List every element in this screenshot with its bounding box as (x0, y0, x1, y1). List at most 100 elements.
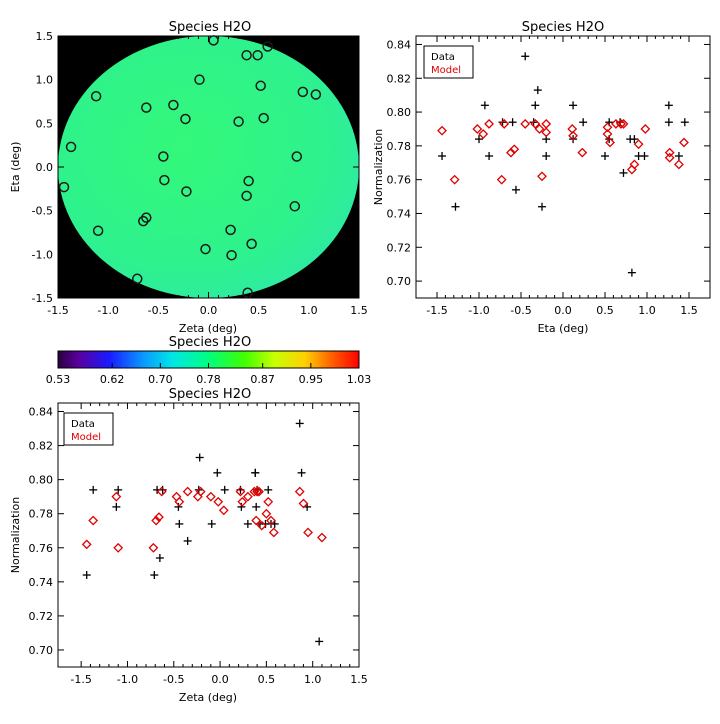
model-point-diamond (182, 486, 193, 497)
colorbar-ticks: 0.53 0.62 0.70 0.78 0.87 0.95 1.03 (46, 363, 372, 386)
map-point (246, 238, 257, 250)
data-point-plus (175, 519, 184, 528)
eta-legend-data: Data (431, 52, 455, 63)
map-point (225, 224, 236, 236)
x-tick-label: -0.5 (510, 304, 531, 317)
model-point-diamond (449, 174, 460, 185)
y-tick-label: 0.84 (387, 38, 412, 51)
map-point (291, 151, 303, 162)
map-panel: Species H2O -1.5 -1.0 -0.5 0.0 0.5 1.0 1.5 -1.… (9, 20, 368, 335)
model-point-diamond (520, 118, 531, 129)
colorbar-tick-label: 0.78 (196, 373, 221, 386)
model-point-diamond (235, 486, 246, 497)
map-field (58, 36, 359, 298)
map-point (159, 174, 170, 186)
map-points (58, 35, 322, 299)
model-point-diamond (478, 129, 489, 139)
model-point-diamond (437, 125, 447, 136)
eta-legend-model: Model (431, 65, 461, 76)
x-tick-label: 1.5 (350, 673, 368, 686)
model-point-diamond (499, 118, 510, 129)
data-point-plus (627, 268, 636, 277)
zeta-x-ticks: -1.5 -1.0 -0.5 0.0 0.5 1.0 1.5 (70, 403, 368, 686)
map-y-label: Eta (deg) (9, 142, 22, 193)
x-tick-label: 1.5 (350, 304, 368, 317)
map-point (241, 190, 252, 202)
x-tick-label: 0.0 (211, 673, 229, 686)
model-point-diamond (261, 508, 272, 519)
model-point-diamond (629, 159, 640, 170)
data-point-plus (601, 152, 609, 161)
data-point-plus (451, 202, 460, 211)
model-point-diamond (664, 152, 675, 163)
y-tick-label: 0.70 (29, 644, 54, 657)
map-point (243, 175, 254, 187)
model-point-diamond (81, 539, 92, 550)
data-point-plus (508, 118, 517, 127)
map-point (297, 86, 309, 98)
y-tick-label: -0.5 (32, 205, 53, 218)
y-tick-label: 0.72 (29, 610, 54, 623)
map-point (194, 74, 205, 85)
eta-title: Species H2O (522, 20, 604, 35)
y-tick-label: 0.78 (387, 140, 412, 153)
y-tick-label: 0.0 (36, 161, 54, 174)
model-point-diamond (602, 122, 613, 133)
data-point-plus (664, 118, 673, 127)
x-tick-label: 1.5 (680, 304, 698, 317)
x-tick-label: -0.5 (148, 304, 169, 317)
eta-scatter-panel: Species H2O -1.5 -1.0 -0.5 0.0 0.5 1.0 1.5 0.7… (372, 20, 711, 335)
x-tick-label: 1.0 (300, 304, 318, 317)
map-point (252, 49, 263, 61)
data-point-plus (569, 101, 578, 110)
model-point-diamond (303, 527, 313, 538)
zeta-x-label: Zeta (deg) (179, 691, 237, 704)
model-point-diamond (298, 498, 309, 509)
data-point-plus (533, 86, 542, 95)
map-point (241, 49, 252, 61)
eta-plot-frame (415, 35, 711, 299)
colorbar-tick-label: 1.03 (347, 373, 372, 386)
data-point-plus (680, 118, 689, 127)
model-point-diamond (509, 144, 520, 155)
model-point-diamond (568, 130, 578, 141)
model-point-diamond (472, 124, 483, 134)
y-tick-label: 0.76 (387, 174, 412, 187)
data-point-plus (531, 101, 540, 110)
map-point (132, 273, 143, 285)
model-point-diamond (151, 515, 162, 526)
model-point-diamond (484, 118, 494, 129)
map-point (181, 186, 192, 197)
data-point-plus (542, 152, 551, 161)
model-point-diamond (154, 512, 164, 523)
model-point-diamond (294, 486, 305, 497)
colorbar-tick-label: 0.70 (148, 373, 173, 386)
colorbar-tick-label: 0.62 (100, 373, 125, 386)
data-point-plus (195, 453, 204, 462)
zeta-legend-box (63, 412, 114, 446)
data-point-plus (150, 571, 159, 580)
map-point (242, 287, 253, 299)
y-tick-label: 0.74 (29, 576, 54, 589)
data-point-plus (640, 152, 649, 161)
model-point-diamond (205, 491, 216, 502)
zeta-legend-model: Model (71, 432, 101, 443)
y-tick-label: 0.82 (29, 440, 54, 453)
model-point-diamond (616, 118, 626, 129)
eta-x-label: Eta (deg) (538, 322, 589, 335)
eta-legend: Data Model (423, 45, 474, 79)
model-point-diamond (534, 124, 545, 134)
map-point (168, 99, 179, 111)
model-point-diamond (577, 147, 588, 158)
y-tick-label: -1.5 (32, 292, 53, 305)
map-point (58, 181, 70, 193)
map-y-ticks: -1.5 -1.0 -0.5 0.0 0.5 1.0 1.5 (32, 30, 359, 305)
colorbar-tick-label: 0.87 (250, 373, 275, 386)
y-tick-label: 0.70 (387, 275, 412, 288)
data-point-plus (480, 101, 489, 110)
y-tick-label: 0.76 (29, 542, 54, 555)
map-point (141, 102, 152, 113)
x-tick-label: 0.5 (250, 304, 268, 317)
